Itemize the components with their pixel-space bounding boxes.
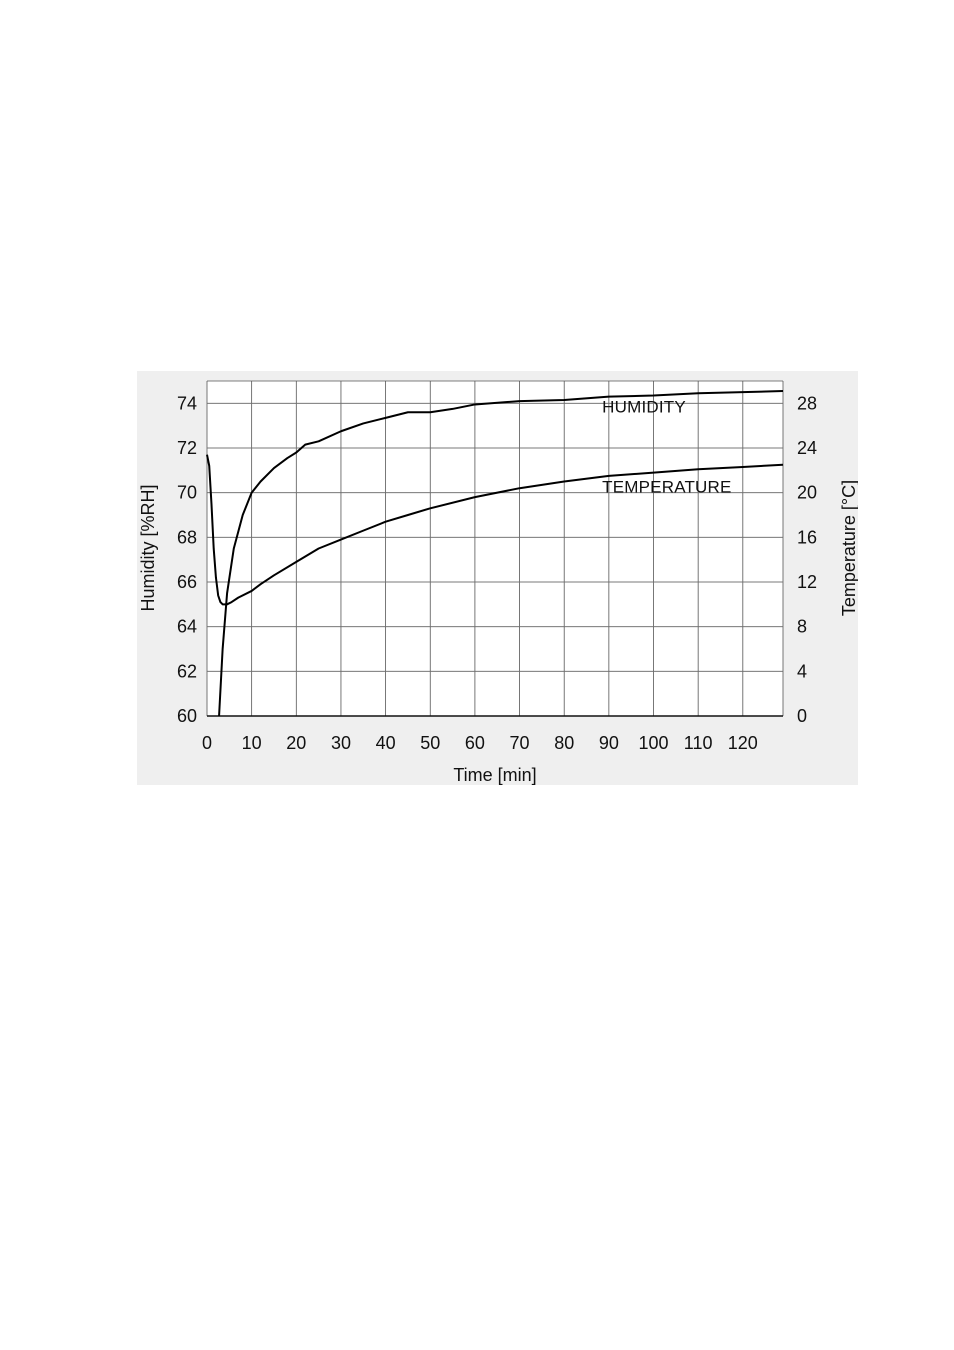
y2-tick-label-5: 20 <box>797 483 817 503</box>
x-axis-title: Time [min] <box>453 765 536 785</box>
x-tick-label-3: 30 <box>331 733 351 753</box>
series-label-humidity: HUMIDITY <box>602 397 686 416</box>
x-tick-label-12: 120 <box>728 733 758 753</box>
y-tick-label-1: 62 <box>177 661 197 681</box>
series-lines <box>206 390 784 717</box>
series-line-humidity <box>218 390 784 717</box>
x-tick-label-0: 0 <box>202 733 212 753</box>
x-tick-label-8: 80 <box>554 733 574 753</box>
x-tick-label-6: 60 <box>465 733 485 753</box>
y-tick-label-6: 72 <box>177 438 197 458</box>
annotations: HUMIDITY TEMPERATURE <box>602 397 731 496</box>
chart-panel: 0 10 20 30 40 50 60 70 80 90 100 110 120 60 62 64 66 68 70… <box>137 371 858 785</box>
y2-tick-label-6: 24 <box>797 438 817 458</box>
tick-labels: 0 10 20 30 40 50 60 70 80 90 100 110 120606264666870… <box>177 393 817 753</box>
x-tick-label-10: 100 <box>638 733 668 753</box>
x-tick-label-2: 20 <box>286 733 306 753</box>
series-line-temperature <box>206 454 784 606</box>
y-tick-label-7: 74 <box>177 393 197 413</box>
grid <box>206 380 784 717</box>
x-tick-label-7: 70 <box>510 733 530 753</box>
y-axis-title-right: Temperature [°C] <box>839 480 858 616</box>
y2-tick-label-7: 28 <box>797 393 817 413</box>
x-tick-label-9: 90 <box>599 733 619 753</box>
humidity-temperature-chart: 0 10 20 30 40 50 60 70 80 90 100 110 120606264666870… <box>138 380 858 785</box>
y-tick-label-2: 64 <box>177 617 197 637</box>
y2-tick-label-0: 0 <box>797 706 807 726</box>
y-tick-label-5: 70 <box>177 483 197 503</box>
x-tick-label-4: 40 <box>376 733 396 753</box>
y-axis-title-left: Humidity [%RH] <box>138 484 158 611</box>
y-tick-label-0: 60 <box>177 706 197 726</box>
plot-area <box>207 381 783 716</box>
x-tick-label-5: 50 <box>420 733 440 753</box>
x-tick-label-1: 10 <box>242 733 262 753</box>
y2-tick-label-1: 4 <box>797 661 807 681</box>
series-label-temperature: TEMPERATURE <box>602 478 731 497</box>
y2-tick-label-3: 12 <box>797 572 817 592</box>
y2-tick-label-2: 8 <box>797 617 807 637</box>
y-tick-label-3: 66 <box>177 572 197 592</box>
y2-tick-label-4: 16 <box>797 527 817 547</box>
x-tick-label-11: 110 <box>684 733 713 753</box>
y-tick-label-4: 68 <box>177 527 197 547</box>
